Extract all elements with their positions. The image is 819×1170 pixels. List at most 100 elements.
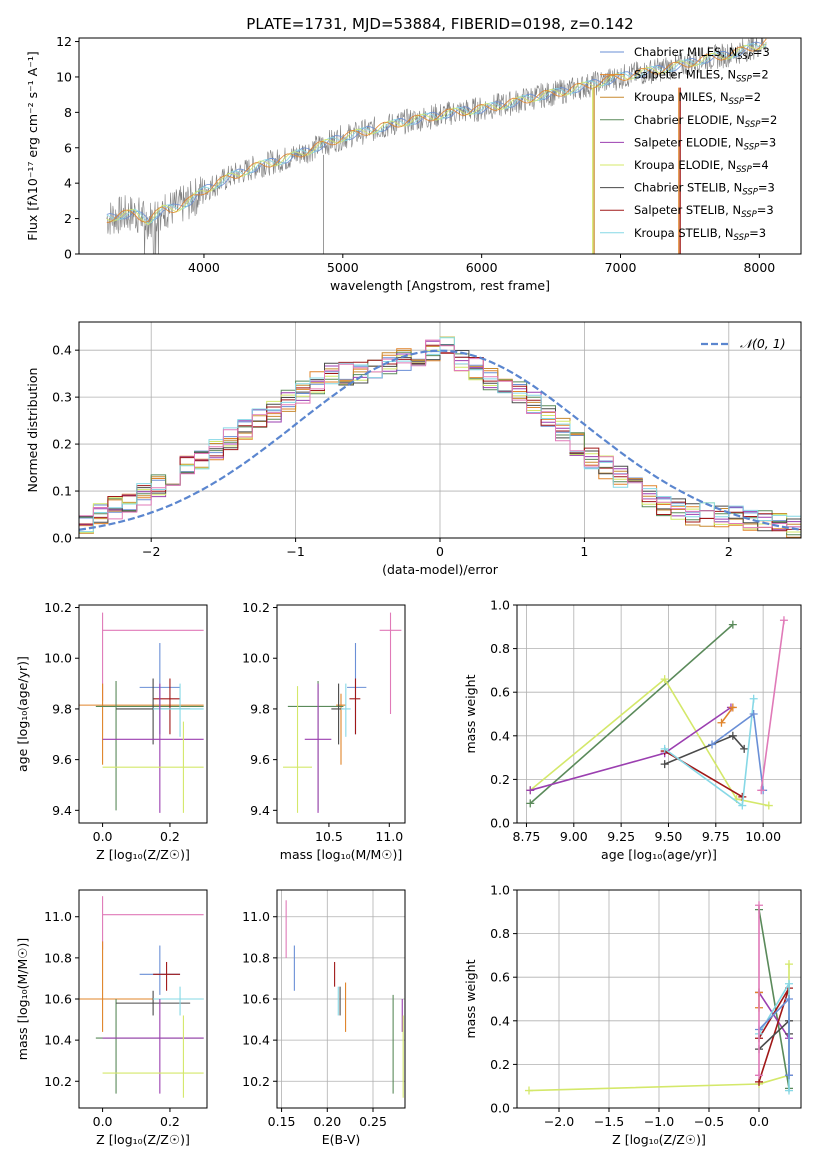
errorbar-point (79, 683, 204, 765)
weight-marker (755, 901, 763, 910)
y-tick-label: 1.0 (490, 598, 510, 613)
legend-entry: Kroupa ELODIE, NSSP=4 (600, 158, 769, 175)
errorbar-point (102, 896, 204, 950)
y-tick-label: 0.8 (490, 926, 510, 941)
y-tick-label: 0.1 (52, 484, 72, 499)
weight-marker (660, 675, 669, 684)
x-axis-label: age [log₁₀(age/yr)] (601, 847, 717, 862)
y-tick-label: 10.2 (242, 1074, 270, 1089)
legend-label: Salpeter MILES, NSSP=2 (634, 68, 769, 85)
weight-marker (708, 740, 717, 749)
x-tick-label: 0 (436, 544, 444, 559)
x-tick-label: 0.0 (93, 1114, 113, 1129)
legend-label: Salpeter STELIB, NSSP=3 (634, 203, 774, 220)
y-tick-label: 10 (56, 69, 72, 84)
y-tick-label: 2 (64, 211, 72, 226)
legend-label: Kroupa STELIB, NSSP=3 (634, 226, 766, 243)
weight-line-salpeter_miles (720, 707, 734, 724)
x-tick-label: 0.15 (268, 1114, 296, 1129)
legend-entry: Chabrier ELODIE, NSSP=2 (600, 113, 777, 130)
chart-title: PLATE=1731, MJD=53884, FIBERID=0198, z=0… (246, 15, 633, 33)
legend-label: Salpeter ELODIE, NSSP=3 (634, 135, 776, 152)
y-tick-label: 10.6 (242, 992, 270, 1007)
y-tick-label: 0.2 (52, 437, 72, 452)
x-tick-label: 0.0 (749, 1114, 769, 1129)
y-tick-label: 10.8 (44, 950, 72, 965)
x-tick-label: −2 (142, 544, 160, 559)
errorbar-point (341, 683, 351, 737)
panel-residuals: −2 −1 0 1 2 0.0 0.1 0.2 0.3 0.4 (data-model)/error… (25, 321, 802, 577)
y-tick-label: 10.2 (242, 600, 270, 615)
x-tick-label: 11.0 (375, 829, 403, 844)
errorbar-point (102, 683, 204, 813)
y-tick-label: 9.6 (250, 752, 270, 767)
x-tick-label: 1 (580, 544, 588, 559)
y-tick-label: 9.4 (52, 803, 72, 818)
legend-entry: Salpeter ELODIE, NSSP=3 (600, 135, 776, 152)
weight-marker (779, 616, 788, 625)
y-tick-label: 10.4 (242, 1033, 270, 1048)
x-tick-label: 8.75 (513, 829, 541, 844)
weight-marker (526, 799, 535, 808)
x-tick-label: 10.5 (315, 829, 343, 844)
y-tick-label: 0.4 (52, 343, 72, 358)
spectrum-data-line (106, 38, 767, 254)
x-tick-label: −1.5 (594, 1114, 624, 1129)
x-tick-label: 0.20 (313, 1114, 341, 1129)
x-tick-label: 6000 (466, 260, 498, 275)
x-tick-label: 9.25 (607, 829, 635, 844)
x-tick-label: 4000 (188, 260, 220, 275)
x-tick-label: −1.0 (644, 1114, 674, 1129)
gaussian-curve (79, 349, 801, 531)
weight-line-pink (760, 620, 785, 791)
x-axis-label: Z [log₁₀(Z/Z☉)] (96, 1132, 190, 1147)
errorbar-point (379, 612, 402, 714)
errorbar-point (116, 990, 191, 1016)
y-tick-label: 0.4 (490, 1013, 510, 1028)
panel-weight_vs_Z: −2.0 −1.5 −1.0 −0.5 0.0 0.0 0.2 0.4 0.6 0.8 1.0 Z [… (463, 883, 802, 1147)
model-line-kroupa_elodie (106, 42, 767, 226)
y-tick-label: 12 (56, 34, 72, 49)
weight-marker (525, 1086, 533, 1095)
x-tick-label: 8000 (743, 260, 775, 275)
x-axis-label: (data-model)/error (382, 562, 499, 577)
y-tick-label: 8 (64, 105, 72, 120)
weight-marker (728, 703, 737, 712)
panel-age_vs_mass: 10.5 11.0 9.4 9.6 9.8 10.0 10.2 mass [log₁₀(M/M… (242, 600, 406, 862)
y-tick-label: 4 (64, 176, 72, 191)
axes-frame (78, 604, 208, 824)
y-tick-label: 0.0 (52, 531, 72, 546)
weight-marker (757, 786, 766, 795)
legend-entry: Salpeter STELIB, NSSP=3 (600, 203, 774, 220)
x-tick-label: 0.0 (93, 829, 113, 844)
errorbar-point (79, 941, 204, 1032)
errorbar-point (102, 1015, 204, 1098)
weight-line-kroupa_elodie (529, 677, 769, 807)
legend-entry: Kroupa STELIB, NSSP=3 (600, 226, 766, 243)
y-tick-label: 1.0 (490, 883, 510, 898)
weight-marker (785, 995, 793, 1003)
weight-marker (738, 801, 747, 810)
y-tick-label: 10.4 (44, 1033, 72, 1048)
axes-frame (276, 604, 406, 824)
model-line-kroupa_stelib (106, 43, 767, 225)
errorbar-point (153, 961, 181, 991)
panel-mass_vs_Z: 0.0 0.2 10.2 10.4 10.6 10.8 11.0 Z [log₁₀(Z/Z☉)… (15, 889, 208, 1147)
weight-line-chabrier_elodie (758, 909, 790, 1089)
weight-marker (785, 960, 793, 969)
errorbar-point (153, 683, 204, 737)
weight-marker (785, 979, 793, 988)
weight-marker (660, 760, 669, 769)
axes-frame (516, 604, 802, 824)
model-line-salpeter_miles (106, 38, 767, 223)
weight-marker (755, 1071, 763, 1080)
y-tick-label: 10.6 (44, 992, 72, 1007)
legend-entry: Salpeter MILES, NSSP=2 (600, 68, 769, 85)
errorbar-point (331, 683, 344, 745)
errorbar-point (336, 693, 346, 765)
errorbar-point (95, 999, 204, 1094)
weight-line-chabrier_miles (711, 712, 764, 791)
weight-marker (785, 1071, 793, 1080)
errorbar-point (139, 945, 181, 995)
